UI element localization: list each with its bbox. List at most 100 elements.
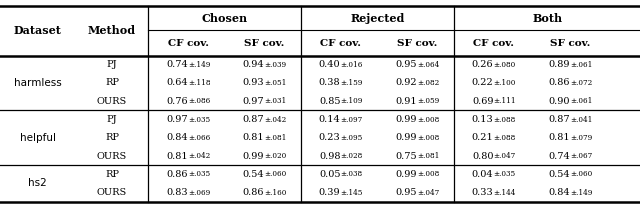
Text: CF cov.: CF cov. (473, 39, 514, 48)
Text: ±.060: ±.060 (570, 170, 593, 178)
Text: OURS: OURS (97, 188, 127, 197)
Text: ±.088: ±.088 (493, 115, 516, 124)
Text: ±.061: ±.061 (570, 97, 593, 105)
Text: SF cov.: SF cov. (244, 39, 285, 48)
Text: ±.020: ±.020 (264, 152, 287, 160)
Text: 0.95: 0.95 (396, 60, 417, 69)
Text: 0.94: 0.94 (243, 60, 264, 69)
Text: ±.008: ±.008 (417, 134, 440, 142)
Text: 0.99: 0.99 (396, 170, 417, 179)
Text: 0.81: 0.81 (548, 133, 570, 142)
Text: 0.05: 0.05 (319, 170, 340, 179)
Text: ±.088: ±.088 (493, 134, 516, 142)
Text: ±.118: ±.118 (188, 79, 211, 87)
Text: 0.81: 0.81 (243, 133, 264, 142)
Text: ±.042: ±.042 (188, 152, 211, 160)
Text: 0.90: 0.90 (548, 97, 570, 106)
Text: 0.99: 0.99 (243, 152, 264, 161)
Text: 0.14: 0.14 (319, 115, 340, 124)
Text: 0.84: 0.84 (548, 188, 570, 197)
Text: ±.149: ±.149 (188, 61, 211, 69)
Text: ±.035: ±.035 (493, 170, 516, 178)
Text: ±.059: ±.059 (417, 97, 440, 105)
Text: 0.69: 0.69 (472, 97, 493, 106)
Text: 0.22: 0.22 (472, 78, 493, 88)
Text: ±.086: ±.086 (188, 97, 211, 105)
Text: ±.079: ±.079 (570, 134, 593, 142)
Text: 0.86: 0.86 (548, 78, 570, 88)
Text: ±.061: ±.061 (570, 61, 593, 69)
Text: ±.081: ±.081 (417, 152, 440, 160)
Text: 0.99: 0.99 (396, 115, 417, 124)
Text: RP: RP (105, 170, 119, 179)
Text: ±.081: ±.081 (264, 134, 287, 142)
Text: 0.38: 0.38 (319, 78, 340, 88)
Text: SF cov.: SF cov. (550, 39, 591, 48)
Text: 0.21: 0.21 (472, 133, 493, 142)
Text: ±.149: ±.149 (570, 189, 593, 197)
Text: OURS: OURS (97, 152, 127, 161)
Text: ±.039: ±.039 (264, 61, 287, 69)
Text: hs2: hs2 (28, 178, 47, 188)
Text: ±.097: ±.097 (340, 115, 363, 124)
Text: 0.97: 0.97 (166, 115, 188, 124)
Text: ±.067: ±.067 (570, 152, 593, 160)
Text: RP: RP (105, 133, 119, 142)
Text: ±.160: ±.160 (264, 189, 287, 197)
Text: 0.92: 0.92 (396, 78, 417, 88)
Text: 0.75: 0.75 (396, 152, 417, 161)
Text: Both: Both (532, 13, 563, 24)
Text: 0.23: 0.23 (319, 133, 340, 142)
Text: 0.86: 0.86 (166, 170, 188, 179)
Text: 0.74: 0.74 (166, 60, 188, 69)
Text: Chosen: Chosen (202, 13, 248, 24)
Text: ±.145: ±.145 (340, 189, 363, 197)
Text: 0.85: 0.85 (319, 97, 340, 106)
Text: ±.008: ±.008 (417, 115, 440, 124)
Text: ±.111: ±.111 (493, 97, 516, 105)
Text: ±.066: ±.066 (188, 134, 211, 142)
Text: 0.76: 0.76 (166, 97, 188, 106)
Text: 0.81: 0.81 (166, 152, 188, 161)
Text: 0.98: 0.98 (319, 152, 340, 161)
Text: 0.91: 0.91 (396, 97, 417, 106)
Text: 0.99: 0.99 (396, 133, 417, 142)
Text: 0.33: 0.33 (472, 188, 493, 197)
Text: CF cov.: CF cov. (320, 39, 361, 48)
Text: 0.80: 0.80 (472, 152, 493, 161)
Text: 0.95: 0.95 (396, 188, 417, 197)
Text: ±.069: ±.069 (188, 189, 211, 197)
Text: ±.159: ±.159 (340, 79, 363, 87)
Text: 0.64: 0.64 (166, 78, 188, 88)
Text: ±.047: ±.047 (417, 189, 440, 197)
Text: ±.038: ±.038 (340, 170, 363, 178)
Text: 0.86: 0.86 (243, 188, 264, 197)
Text: harmless: harmless (14, 78, 61, 88)
Text: ±.042: ±.042 (264, 115, 287, 124)
Text: ±.028: ±.028 (340, 152, 363, 160)
Text: 0.04: 0.04 (472, 170, 493, 179)
Text: ±.051: ±.051 (264, 79, 287, 87)
Text: RP: RP (105, 78, 119, 88)
Text: 0.84: 0.84 (166, 133, 188, 142)
Text: 0.87: 0.87 (548, 115, 570, 124)
Text: Dataset: Dataset (14, 25, 61, 36)
Text: PJ: PJ (107, 60, 117, 69)
Text: 0.26: 0.26 (472, 60, 493, 69)
Text: ±.047: ±.047 (493, 152, 516, 160)
Text: ±.035: ±.035 (188, 115, 211, 124)
Text: ±.080: ±.080 (493, 61, 516, 69)
Text: 0.93: 0.93 (243, 78, 264, 88)
Text: 0.97: 0.97 (243, 97, 264, 106)
Text: ±.109: ±.109 (340, 97, 363, 105)
Text: 0.83: 0.83 (166, 188, 188, 197)
Text: 0.13: 0.13 (472, 115, 493, 124)
Text: ±.072: ±.072 (570, 79, 593, 87)
Text: 0.89: 0.89 (548, 60, 570, 69)
Text: ±.100: ±.100 (493, 79, 516, 87)
Text: ±.041: ±.041 (570, 115, 593, 124)
Text: Rejected: Rejected (351, 13, 404, 24)
Text: 0.54: 0.54 (548, 170, 570, 179)
Text: ±.008: ±.008 (417, 170, 440, 178)
Text: ±.095: ±.095 (340, 134, 363, 142)
